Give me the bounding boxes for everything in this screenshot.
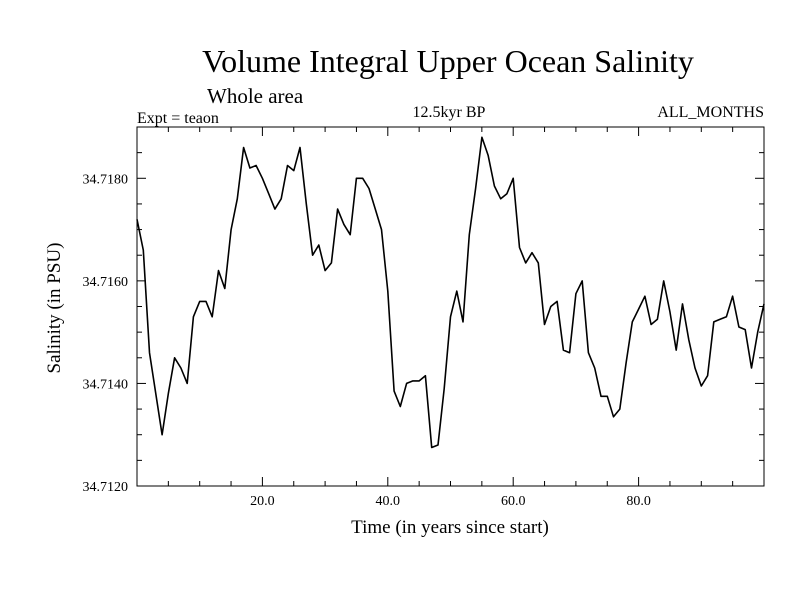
x-tick-labels: 20.0 40.0 60.0 80.0 — [250, 494, 651, 509]
tick-marks — [137, 127, 764, 486]
y-tick-labels: 34.7120 34.7140 34.7160 34.7180 — [83, 172, 129, 495]
chart-title: Volume Integral Upper Ocean Salinity — [202, 43, 694, 79]
y-tick-label: 34.7120 — [83, 480, 129, 495]
x-tick-label: 80.0 — [626, 494, 651, 509]
salinity-series-line — [136, 136, 765, 449]
y-tick-label: 34.7140 — [83, 377, 129, 392]
y-tick-label: 34.7180 — [83, 172, 129, 187]
experiment-label: Expt = teaon — [137, 110, 219, 127]
y-axis-label: Salinity (in PSU) — [44, 243, 65, 374]
x-tick-label: 20.0 — [250, 494, 275, 509]
y-tick-label: 34.7160 — [83, 275, 129, 290]
plot-frame — [136, 126, 765, 487]
months-label: ALL_MONTHS — [657, 104, 764, 121]
period-label: 12.5kyr BP — [413, 104, 486, 121]
x-tick-label: 40.0 — [376, 494, 401, 509]
x-tick-label: 60.0 — [501, 494, 526, 509]
x-axis-label: Time (in years since start) — [351, 517, 549, 538]
chart-subtitle: Whole area — [207, 84, 304, 108]
